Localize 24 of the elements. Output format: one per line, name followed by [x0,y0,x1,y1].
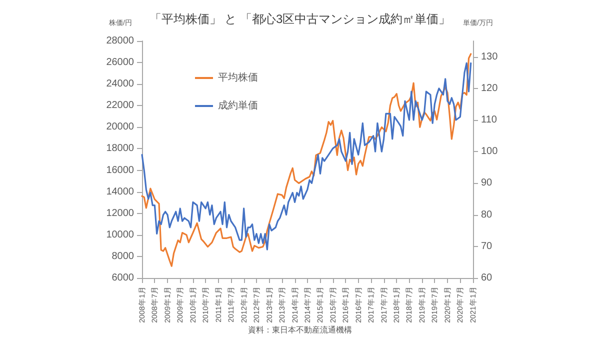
y-tick-label: 12000 [106,208,134,219]
y2-tick-label: 80 [481,209,493,220]
y-tick-label: 24000 [106,78,134,90]
y-tick-label: 10000 [106,229,134,240]
chart-title: 「平均株価」 と 「都心3区中古マンション成約㎡単価」 [149,12,451,26]
y-tick-label: 16000 [106,164,134,176]
y-tick-label: 26000 [106,57,134,68]
legend-label: 成約単価 [218,100,258,112]
y2-tick-label: 90 [481,178,493,189]
y2-tick-label: 110 [481,114,498,126]
y2-tick-label: 100 [481,146,498,158]
y2-tick-label: 60 [481,272,493,284]
legend-label: 平均株価 [218,72,258,84]
y-tick-label: 20000 [106,122,134,133]
y2-tick-label: 70 [481,240,493,252]
y2-tick-label: 130 [481,51,498,62]
text: 資料：東日本不動産流通機構 [248,326,352,334]
y-tick-label: 14000 [106,186,134,198]
y-tick-label: 22000 [106,100,134,112]
y-tick-label: 28000 [106,36,134,46]
y-tick-label: 6000 [112,272,134,284]
y-tick-label: 18000 [106,143,134,154]
y2-tick-label: 120 [481,82,498,94]
y-tick-label: 8000 [112,250,134,262]
